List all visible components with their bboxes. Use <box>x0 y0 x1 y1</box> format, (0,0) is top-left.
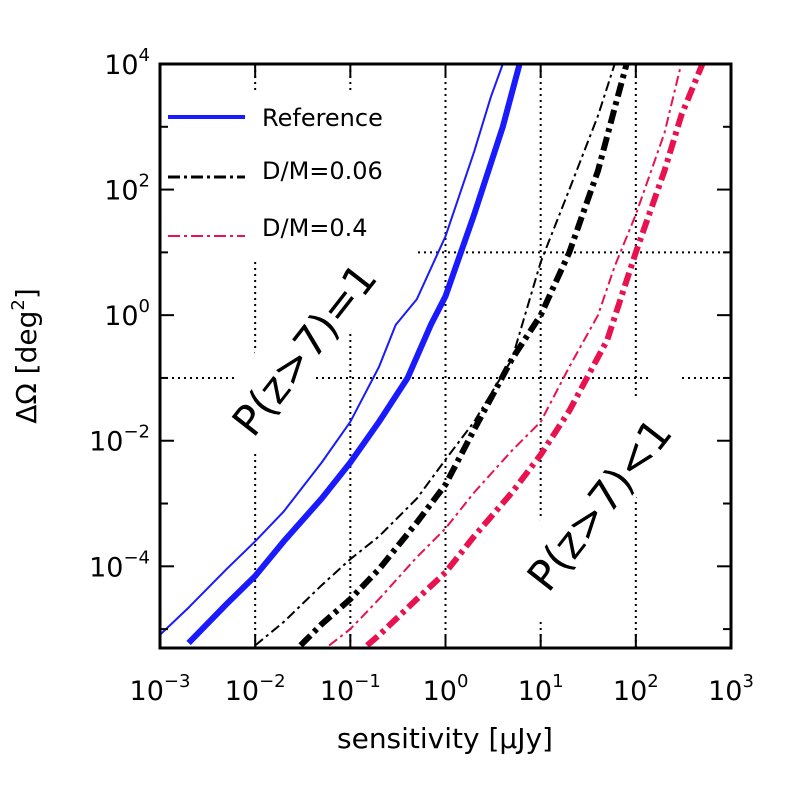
series-line-5 <box>328 64 683 647</box>
x-tick-label: 10−1 <box>320 671 381 707</box>
legend: Reference D/M=0.06 D/M=0.4 <box>162 90 417 260</box>
axis-ticks <box>159 63 732 648</box>
series-line-4 <box>298 64 630 648</box>
x-tick-label: 10−3 <box>130 671 191 707</box>
y-axis-title-exp: 2 <box>8 299 29 310</box>
y-tick-labels: 104 102 100 10−2 10−4 <box>89 45 150 583</box>
annotation-backdrop <box>477 363 712 638</box>
legend-label-reference: Reference <box>262 104 383 132</box>
y-tick-label: 10−2 <box>89 422 150 458</box>
x-tick-label: 102 <box>613 671 659 707</box>
y-tick-label: 10−4 <box>89 547 150 583</box>
series-line-6 <box>365 64 706 648</box>
y-axis-title-main: ΔΩ [deg <box>10 311 43 424</box>
x-tick-label: 101 <box>518 671 564 707</box>
y-axis-title: ΔΩ [deg2] <box>8 288 43 424</box>
x-tick-labels: 10−3 10−2 10−1 100 101 102 103 <box>130 671 754 707</box>
series-line-2 <box>186 64 523 646</box>
x-axis-title: sensitivity [μJy] <box>337 722 553 755</box>
series-line-1 <box>160 64 504 636</box>
legend-label-dm04: D/M=0.4 <box>262 214 368 242</box>
x-tick-label: 100 <box>423 671 469 707</box>
series-line-3 <box>254 64 616 647</box>
x-tick-label: 103 <box>708 671 754 707</box>
series-group <box>160 64 706 648</box>
y-tick-label: 100 <box>104 296 150 332</box>
legend-label-dm006: D/M=0.06 <box>262 157 383 185</box>
y-tick-label: 102 <box>104 171 150 207</box>
x-tick-label: 10−2 <box>225 671 286 707</box>
y-tick-label: 104 <box>104 45 150 81</box>
annotation-backdrop <box>182 208 417 483</box>
y-axis-title-close: ] <box>10 288 43 299</box>
